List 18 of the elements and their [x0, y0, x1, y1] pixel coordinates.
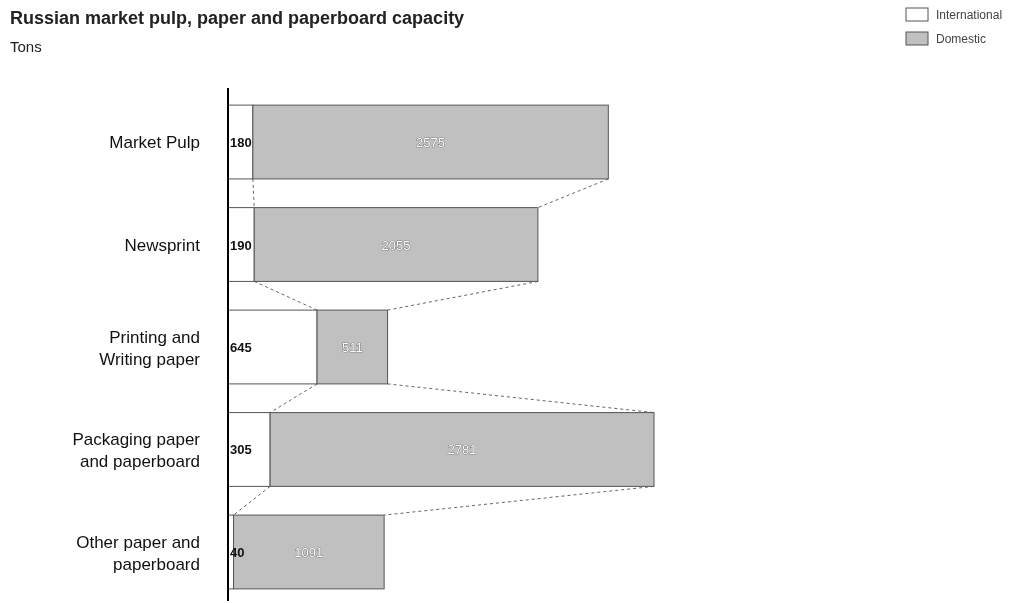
y-tick-label: Market Pulp: [109, 133, 200, 153]
y-tick-label: Printing and Writing paper: [99, 328, 201, 369]
y-tick-label: Packaging paper and paperboard: [72, 430, 201, 472]
data-label: 305: [230, 442, 252, 458]
chart-title: Russian market pulp, paper and paperboard capacity: [10, 8, 465, 28]
text: Tons: [10, 38, 42, 55]
data-label: 645: [230, 340, 252, 355]
data-label: 2575: [416, 135, 446, 151]
data-label: 511: [341, 340, 363, 355]
data-label: 1091: [294, 544, 324, 560]
legend-label: International: [936, 8, 1003, 22]
data-label: 180: [230, 135, 252, 151]
y-tick-label: Other paper and paperboard: [76, 532, 200, 574]
legend-label: Domestic: [936, 32, 987, 46]
data-label: 2781: [447, 442, 477, 458]
data-label: 2055: [381, 237, 411, 253]
data-label: 190: [230, 237, 252, 253]
y-tick-label: Newsprint: [124, 235, 201, 255]
